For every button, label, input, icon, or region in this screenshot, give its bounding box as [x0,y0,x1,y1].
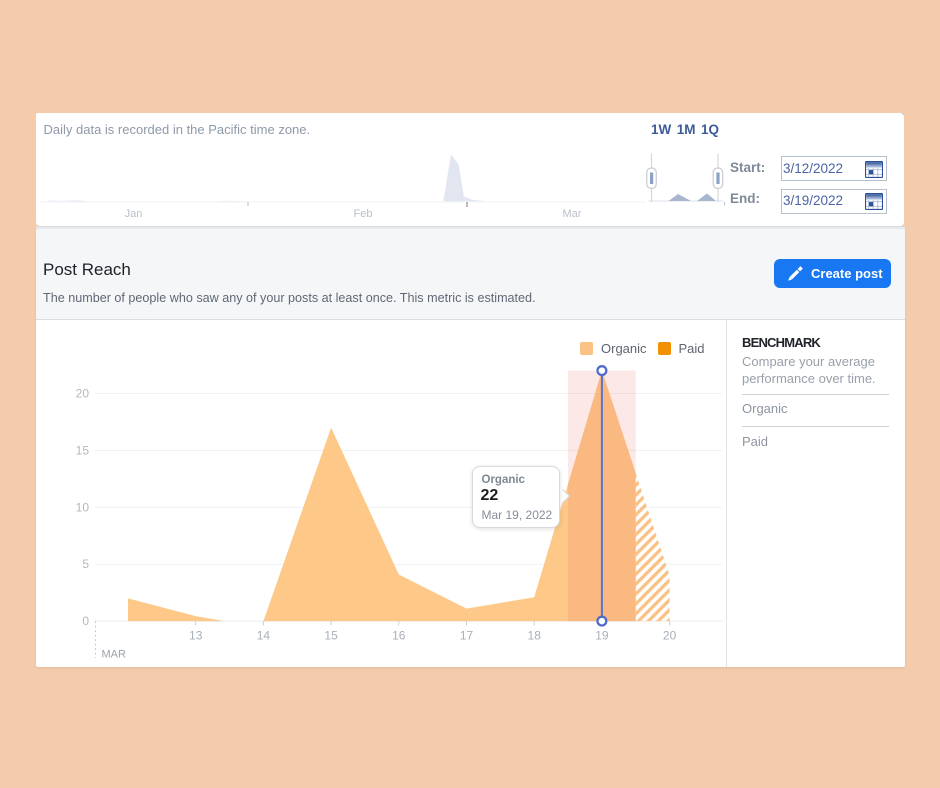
svg-text:15: 15 [324,629,338,643]
svg-text:5: 5 [82,557,89,571]
svg-text:19: 19 [595,629,609,643]
svg-text:0: 0 [82,614,89,628]
svg-text:20: 20 [663,629,677,643]
svg-text:MAR: MAR [102,649,127,661]
svg-text:18: 18 [528,629,542,643]
svg-text:16: 16 [392,629,406,643]
svg-text:17: 17 [460,629,474,643]
svg-text:14: 14 [257,629,271,643]
svg-text:10: 10 [76,500,90,514]
svg-text:Jan: Jan [125,208,143,220]
svg-text:Mar: Mar [563,208,582,220]
svg-text:20: 20 [76,387,90,401]
svg-text:15: 15 [76,443,90,457]
svg-text:13: 13 [189,629,203,643]
svg-text:Feb: Feb [354,208,373,220]
